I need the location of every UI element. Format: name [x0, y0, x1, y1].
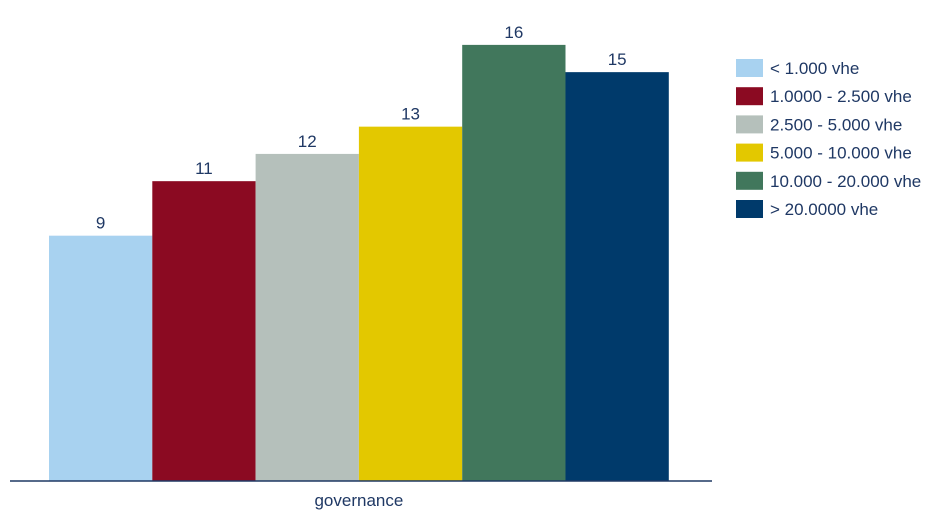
- x-tick-labels-group: governance: [314, 491, 403, 510]
- bar-5: [462, 44, 566, 482]
- bar-value-label-4: 13: [401, 105, 420, 124]
- legend-label-4: 5.000 - 10.000 vhe: [770, 144, 912, 163]
- legend-label-3: 2.500 - 5.000 vhe: [770, 115, 902, 134]
- legend: < 1.000 vhe 1.0000 - 2.500 vhe 2.500 - 5.0…: [736, 59, 921, 219]
- legend-swatch-5: [736, 171, 763, 190]
- bar-1: [49, 235, 153, 481]
- bar-3: [255, 153, 359, 481]
- bar-value-label-6: 15: [608, 50, 627, 69]
- legend-label-6: > 20.0000 vhe: [770, 200, 878, 219]
- legend-swatch-4: [736, 143, 763, 162]
- bar-value-label-1: 9: [96, 214, 105, 233]
- bars-group: [49, 44, 669, 482]
- legend-swatch-2: [736, 87, 763, 106]
- bar-labels-group: 9 11 12 13 16 15: [96, 23, 627, 233]
- legend-label-5: 10.000 - 20.000 vhe: [770, 172, 921, 191]
- legend-swatch-1: [736, 59, 763, 77]
- bar-value-label-5: 16: [504, 23, 523, 42]
- legend-label-1: < 1.000 vhe: [770, 59, 859, 78]
- bar-2: [152, 181, 256, 481]
- bar-value-label-2: 11: [195, 159, 213, 178]
- legend-swatch-3: [736, 115, 763, 134]
- legend-swatch-6: [736, 200, 763, 218]
- legend-label-2: 1.0000 - 2.500 vhe: [770, 87, 912, 106]
- x-tick-label: governance: [314, 491, 403, 510]
- bar-4: [358, 126, 463, 482]
- bar-value-label-3: 12: [298, 132, 317, 151]
- bar-6: [565, 72, 669, 482]
